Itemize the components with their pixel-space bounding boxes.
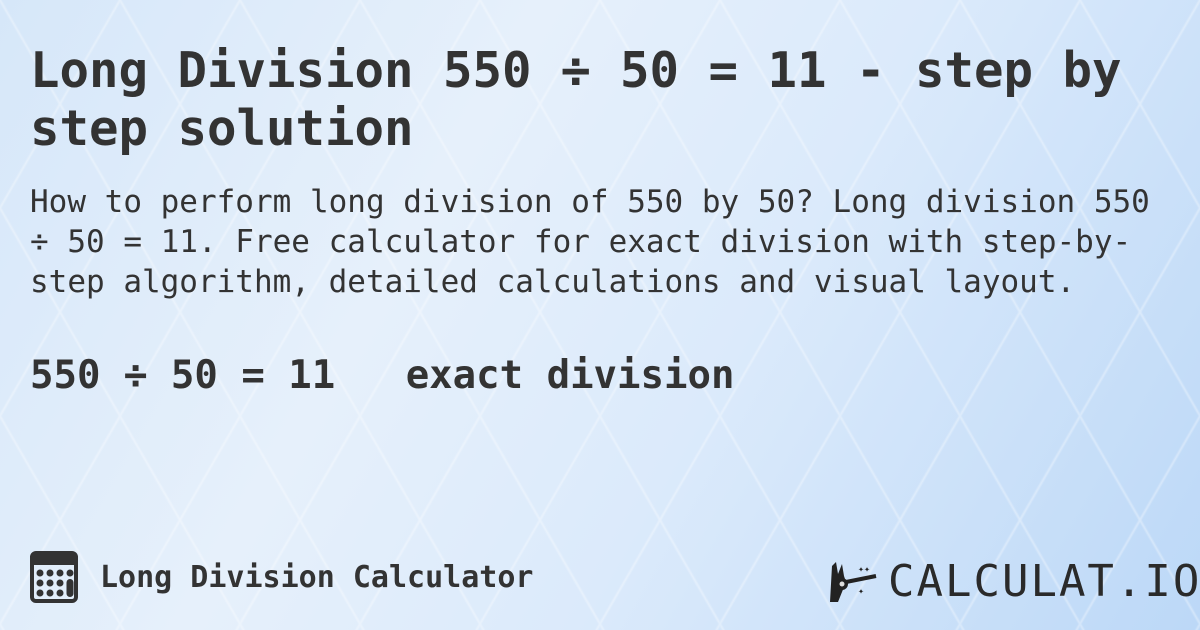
calculator-name: Long Division Calculator <box>100 560 534 595</box>
svg-text:✦: ✦ <box>858 586 864 597</box>
result-equation: 550 ÷ 50 = 11 <box>30 353 336 398</box>
brand-name: CALCULAT.IO <box>888 556 1200 607</box>
result-note: exact division <box>405 353 735 398</box>
brand-logo[interactable]: ✦✦ ✦ CALCULAT.IO <box>828 556 1200 607</box>
calculator-icon <box>30 551 78 603</box>
result-line: 550 ÷ 50 = 11 exact division <box>30 353 734 398</box>
svg-text:✦✦: ✦✦ <box>858 564 870 575</box>
magic-hand-icon: ✦✦✦ <box>830 561 877 602</box>
description: How to perform long division of 550 by 5… <box>30 184 1150 300</box>
page-title: Long Division 550 ÷ 50 = 11 - step by st… <box>30 42 1122 157</box>
